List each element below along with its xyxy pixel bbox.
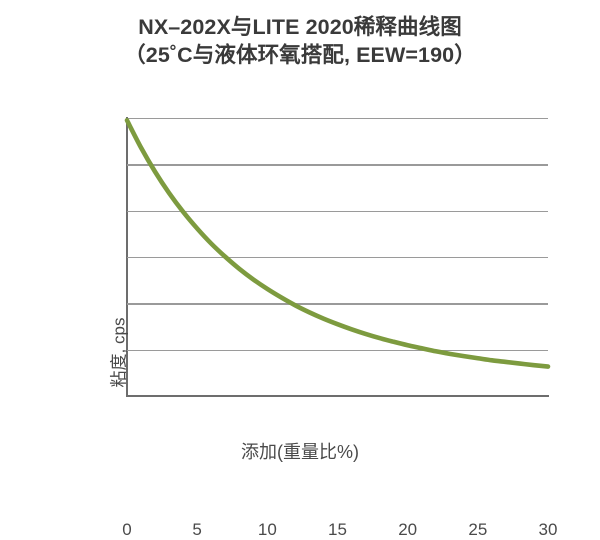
x-tick-label: 10 [257,520,277,539]
gridline-8000 [127,210,548,212]
x-tick-label: 5 [192,520,202,539]
gridline-12000 [127,118,548,120]
gridline-6000 [127,257,548,259]
x-tick-label: 0 [122,520,132,539]
y-axis-line [126,117,128,397]
x-axis-line [126,395,549,397]
gridline-2000 [127,349,548,351]
x-tick-label: 30 [538,520,558,539]
x-axis-title: 添加(重量比%) [241,442,359,462]
x-tick-label: 20 [398,520,418,539]
chart-figure: NX–202X与LITE 2020稀释曲线图 （25˚C与液体环氧搭配, EEW… [0,14,600,539]
gridline-10000 [127,164,548,166]
gridline-4000 [127,303,548,305]
chart-title-line-2: （25˚C与液体环氧搭配, EEW=190） [124,42,476,67]
curve-svg [124,118,551,369]
series-line-dilution-curve [124,118,551,369]
x-tick-label: 15 [328,520,347,539]
chart-title-line-1: NX–202X与LITE 2020稀释曲线图 [138,15,462,39]
x-tick-label: 25 [468,520,488,539]
chart-title: NX–202X与LITE 2020稀释曲线图 （25˚C与液体环氧搭配, EEW… [0,14,600,70]
